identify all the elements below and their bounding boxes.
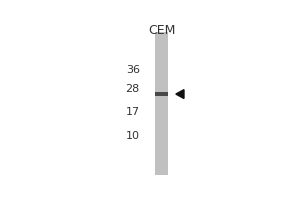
Text: 36: 36 [126,65,140,75]
Polygon shape [176,90,184,99]
Text: 17: 17 [126,107,140,117]
Text: 10: 10 [126,131,140,141]
Bar [155,92,168,96]
Text: 28: 28 [126,84,140,94]
Bar [155,32,168,175]
Text: CEM: CEM [148,24,175,37]
